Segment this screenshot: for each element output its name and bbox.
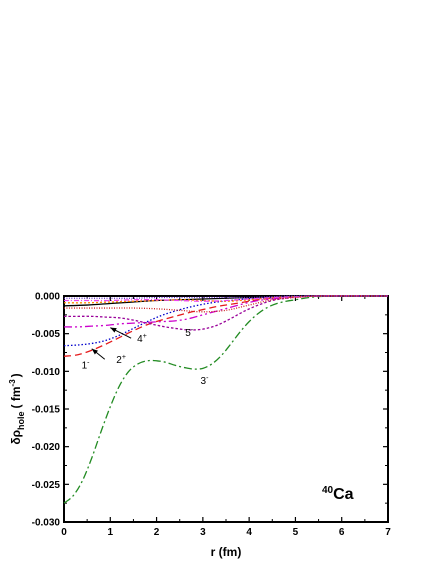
y-axis-label-unit: ( fm bbox=[9, 386, 23, 408]
y-tick-label: -0.025 bbox=[32, 480, 61, 491]
nucleus-annotation: 40Ca bbox=[322, 485, 354, 503]
x-tick-label: 2 bbox=[154, 527, 160, 538]
x-tick-label: 4 bbox=[246, 527, 252, 538]
series-curves bbox=[63, 295, 389, 504]
nucleus-annotation-mass: 40 bbox=[322, 485, 334, 496]
curve-label: 3- bbox=[201, 375, 210, 387]
y-tick-label: -0.020 bbox=[32, 442, 61, 453]
plot-area: 0 1 2 3 4 5 6 7 0.000 -0.005 -0.010 -0.015 -0.020 -0… bbox=[32, 292, 392, 539]
curve-label: 2+ bbox=[116, 354, 126, 366]
y-tick-label: -0.010 bbox=[32, 367, 61, 378]
y-tick-label: 0.000 bbox=[35, 292, 60, 303]
series-line-extraminusred bbox=[64, 295, 389, 313]
series-line-extraminusmagenta bbox=[63, 295, 389, 302]
y-tick-label: -0.030 bbox=[32, 518, 61, 529]
curve-label: 4+ bbox=[137, 333, 147, 345]
curve-label: 1- bbox=[82, 359, 91, 371]
x-tick-label: 3 bbox=[200, 527, 206, 538]
pointer-arrow-head bbox=[110, 327, 117, 333]
y-axis-label-exp: -3 bbox=[8, 379, 17, 387]
x-tick-label: 7 bbox=[385, 527, 391, 538]
series-line-2plus bbox=[63, 295, 388, 357]
x-tick-label: 5 bbox=[293, 527, 299, 538]
y-axis-label-close: ) bbox=[9, 373, 23, 377]
series-line-0plus bbox=[63, 295, 388, 307]
pointer-arrow-head bbox=[91, 348, 99, 355]
y-axis-ticks: 0.000 -0.005 -0.010 -0.015 -0.020 -0.025 -0.03… bbox=[32, 292, 388, 529]
y-tick-label: -0.005 bbox=[32, 329, 61, 340]
nucleus-annotation-symbol: Ca bbox=[333, 486, 354, 503]
series-line-extraminuspurple bbox=[64, 295, 389, 299]
x-tick-label: 6 bbox=[339, 527, 345, 538]
y-axis-label: δρhole ( fm-3) bbox=[8, 373, 26, 444]
y-axis-label-sub: hole bbox=[16, 411, 26, 430]
y-axis-label-main: δρ bbox=[9, 430, 23, 445]
arrows bbox=[91, 327, 132, 360]
x-tick-label: 1 bbox=[108, 527, 114, 538]
x-tick-label: 0 bbox=[61, 527, 67, 538]
x-axis-label: r (fm) bbox=[211, 545, 242, 559]
y-tick-label: -0.015 bbox=[32, 405, 61, 416]
curve-labels: 3- 2+ 1- 4+ 5- bbox=[82, 327, 210, 387]
curve-label: 5- bbox=[185, 327, 194, 339]
svg-text:δρhole( fm-3): δρhole ( fm-3) bbox=[8, 373, 26, 444]
series-line-3minus bbox=[63, 295, 388, 504]
